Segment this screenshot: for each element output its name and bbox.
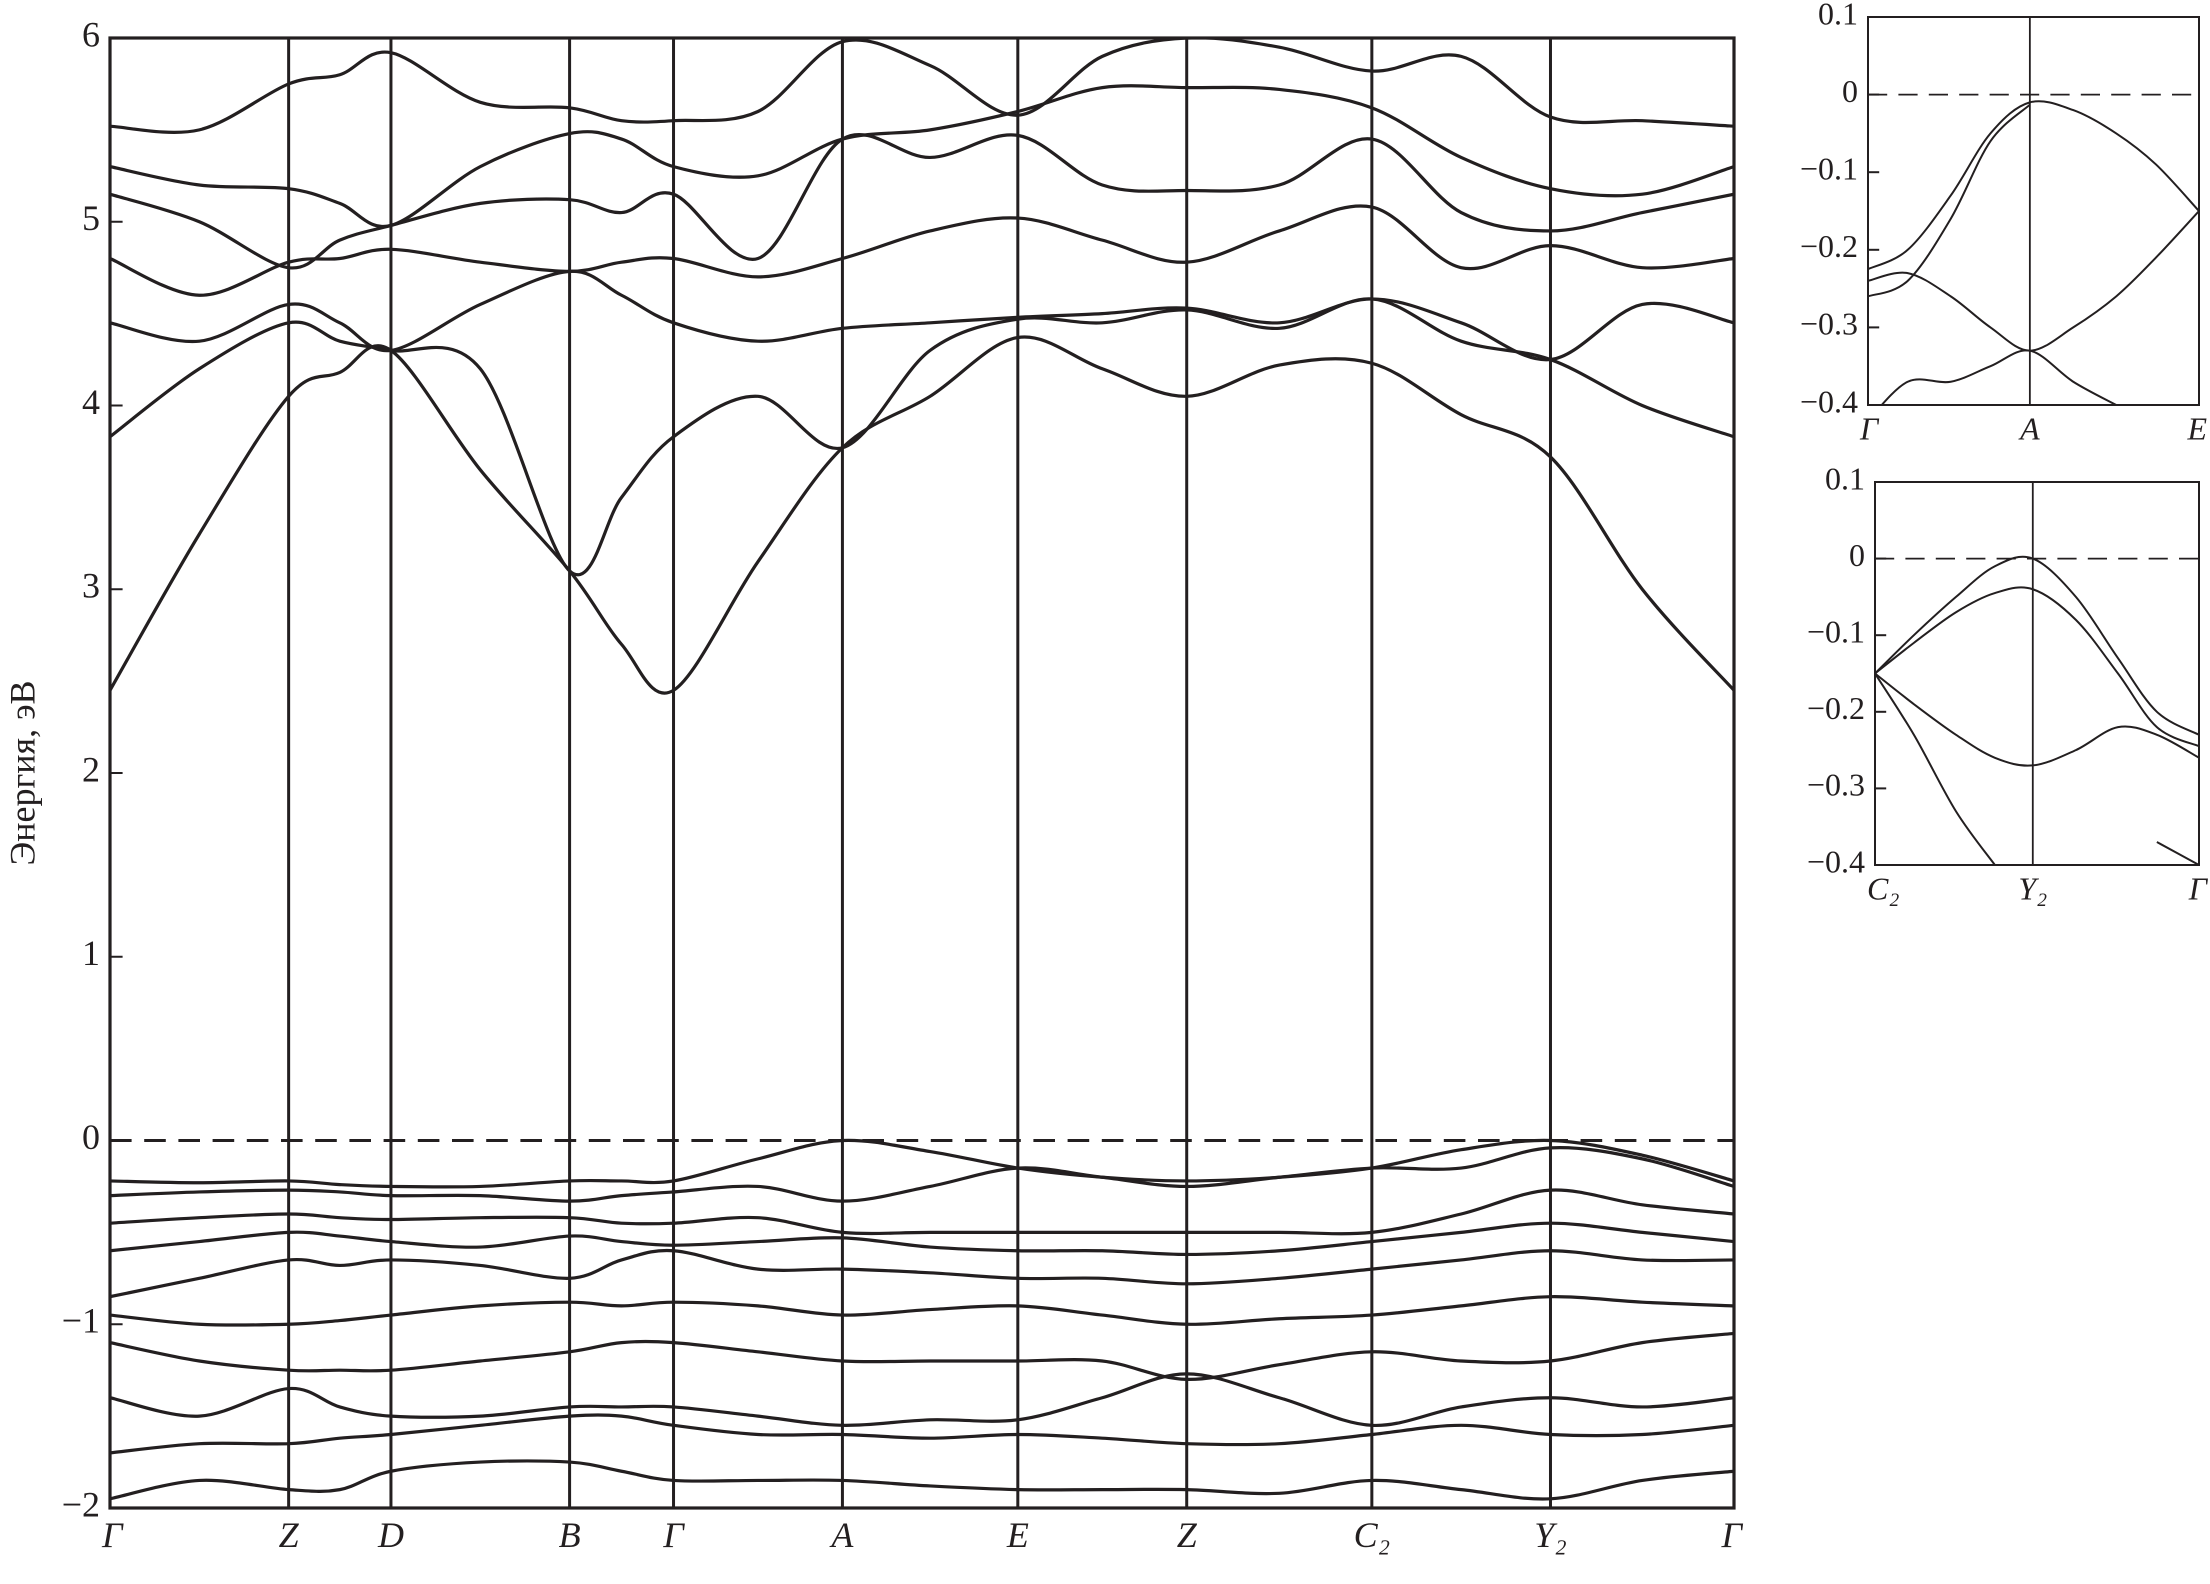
chart: −0.4 −0.3 −0.2 −0.1 0 0.1 Γ A E xyxy=(1800,0,2208,447)
x-tick-label: D xyxy=(377,1515,404,1555)
band-line xyxy=(110,1188,1734,1236)
x-tick-label: E xyxy=(1006,1515,1029,1555)
y-tick-label: 0 xyxy=(82,1117,100,1157)
band-line xyxy=(110,1459,1734,1501)
band-line xyxy=(110,335,1734,695)
band-line xyxy=(1875,555,2199,736)
plot-frame xyxy=(1867,16,2200,406)
band-line xyxy=(110,1413,1734,1455)
x-tick-label: E xyxy=(2186,411,2207,447)
band-line xyxy=(1875,586,2199,748)
x-tick-label: Z xyxy=(1177,1515,1198,1555)
y-tick-label: −1 xyxy=(62,1301,100,1341)
x-tick-label: C₂ xyxy=(1354,1515,1391,1555)
y-tick-label: 5 xyxy=(82,198,100,238)
y-tick-label: 4 xyxy=(82,382,100,422)
band-line xyxy=(110,1295,1734,1327)
x-tick-label: Y₂ xyxy=(1534,1515,1567,1555)
band-line xyxy=(1875,672,2199,767)
y-axis-label: Энергия, эВ xyxy=(2,680,42,865)
band-line xyxy=(110,297,1734,577)
y-tick-label: −0.3 xyxy=(1807,767,1865,803)
y-tick-label: −0.1 xyxy=(1800,151,1858,187)
band-line xyxy=(1868,100,2199,271)
x-tick-label: Y₂ xyxy=(2018,871,2047,907)
band-line xyxy=(110,1138,1734,1189)
plot-frame xyxy=(108,36,1736,1510)
y-tick-label: 0 xyxy=(1842,73,1858,109)
y-tick-label: −0.3 xyxy=(1800,306,1858,342)
y-tick-label: −0.4 xyxy=(1800,383,1858,419)
band-line xyxy=(110,1248,1734,1299)
plot-area xyxy=(110,38,1734,1501)
band-line xyxy=(110,1372,1734,1427)
x-tick-label: B xyxy=(559,1515,581,1555)
y-tick-label: −0.2 xyxy=(1807,690,1865,726)
x-tick-label: A xyxy=(2018,411,2040,447)
band-line xyxy=(110,132,1734,270)
chart: −0.4 −0.3 −0.2 −0.1 0 0.1 C₂ Y₂ Γ xyxy=(1807,460,2209,906)
y-tick-label: 1 xyxy=(82,933,100,973)
y-tick-label: 3 xyxy=(82,566,100,606)
band-line xyxy=(110,204,1734,297)
y-tick-label: 0.1 xyxy=(1825,460,1865,496)
plot-area xyxy=(1875,555,2199,865)
y-tick-label: −0.1 xyxy=(1807,614,1865,650)
band-line xyxy=(110,84,1734,229)
x-tick-label: Γ xyxy=(662,1515,685,1555)
x-tick-label: C₂ xyxy=(1867,871,1899,907)
y-tick-label: −2 xyxy=(62,1484,100,1524)
y-tick-label: 2 xyxy=(82,749,100,789)
band-line xyxy=(110,269,1734,362)
x-tick-label: Γ xyxy=(1859,411,1880,447)
x-tick-label: Z xyxy=(279,1515,300,1555)
x-tick-label: Γ xyxy=(1721,1515,1744,1555)
y-tick-label: 6 xyxy=(82,14,100,54)
band-line xyxy=(1875,672,2199,865)
band-line xyxy=(110,1331,1734,1381)
band-line xyxy=(110,38,1734,134)
y-tick-label: 0 xyxy=(1849,537,1865,573)
x-tick-label: Γ xyxy=(101,1515,124,1555)
band-line xyxy=(1868,103,2031,298)
x-tick-label: Γ xyxy=(2188,871,2209,907)
chart: −2 −1 0 1 2 3 4 5 6 Γ Z D B Γ A E Z C₂ Y₂ Γ Энергия, эВ xyxy=(2,14,1743,1555)
band-line xyxy=(110,1221,1734,1257)
band-line xyxy=(1868,210,2199,352)
band-line xyxy=(1880,349,2117,405)
y-tick-label: 0.1 xyxy=(1818,0,1858,31)
plot-frame xyxy=(1874,481,2200,866)
plot-area xyxy=(1868,100,2199,405)
x-tick-label: A xyxy=(829,1515,854,1555)
y-tick-label: −0.2 xyxy=(1800,228,1858,264)
band-line xyxy=(110,1146,1734,1203)
y-tick-label: −0.4 xyxy=(1807,843,1865,879)
